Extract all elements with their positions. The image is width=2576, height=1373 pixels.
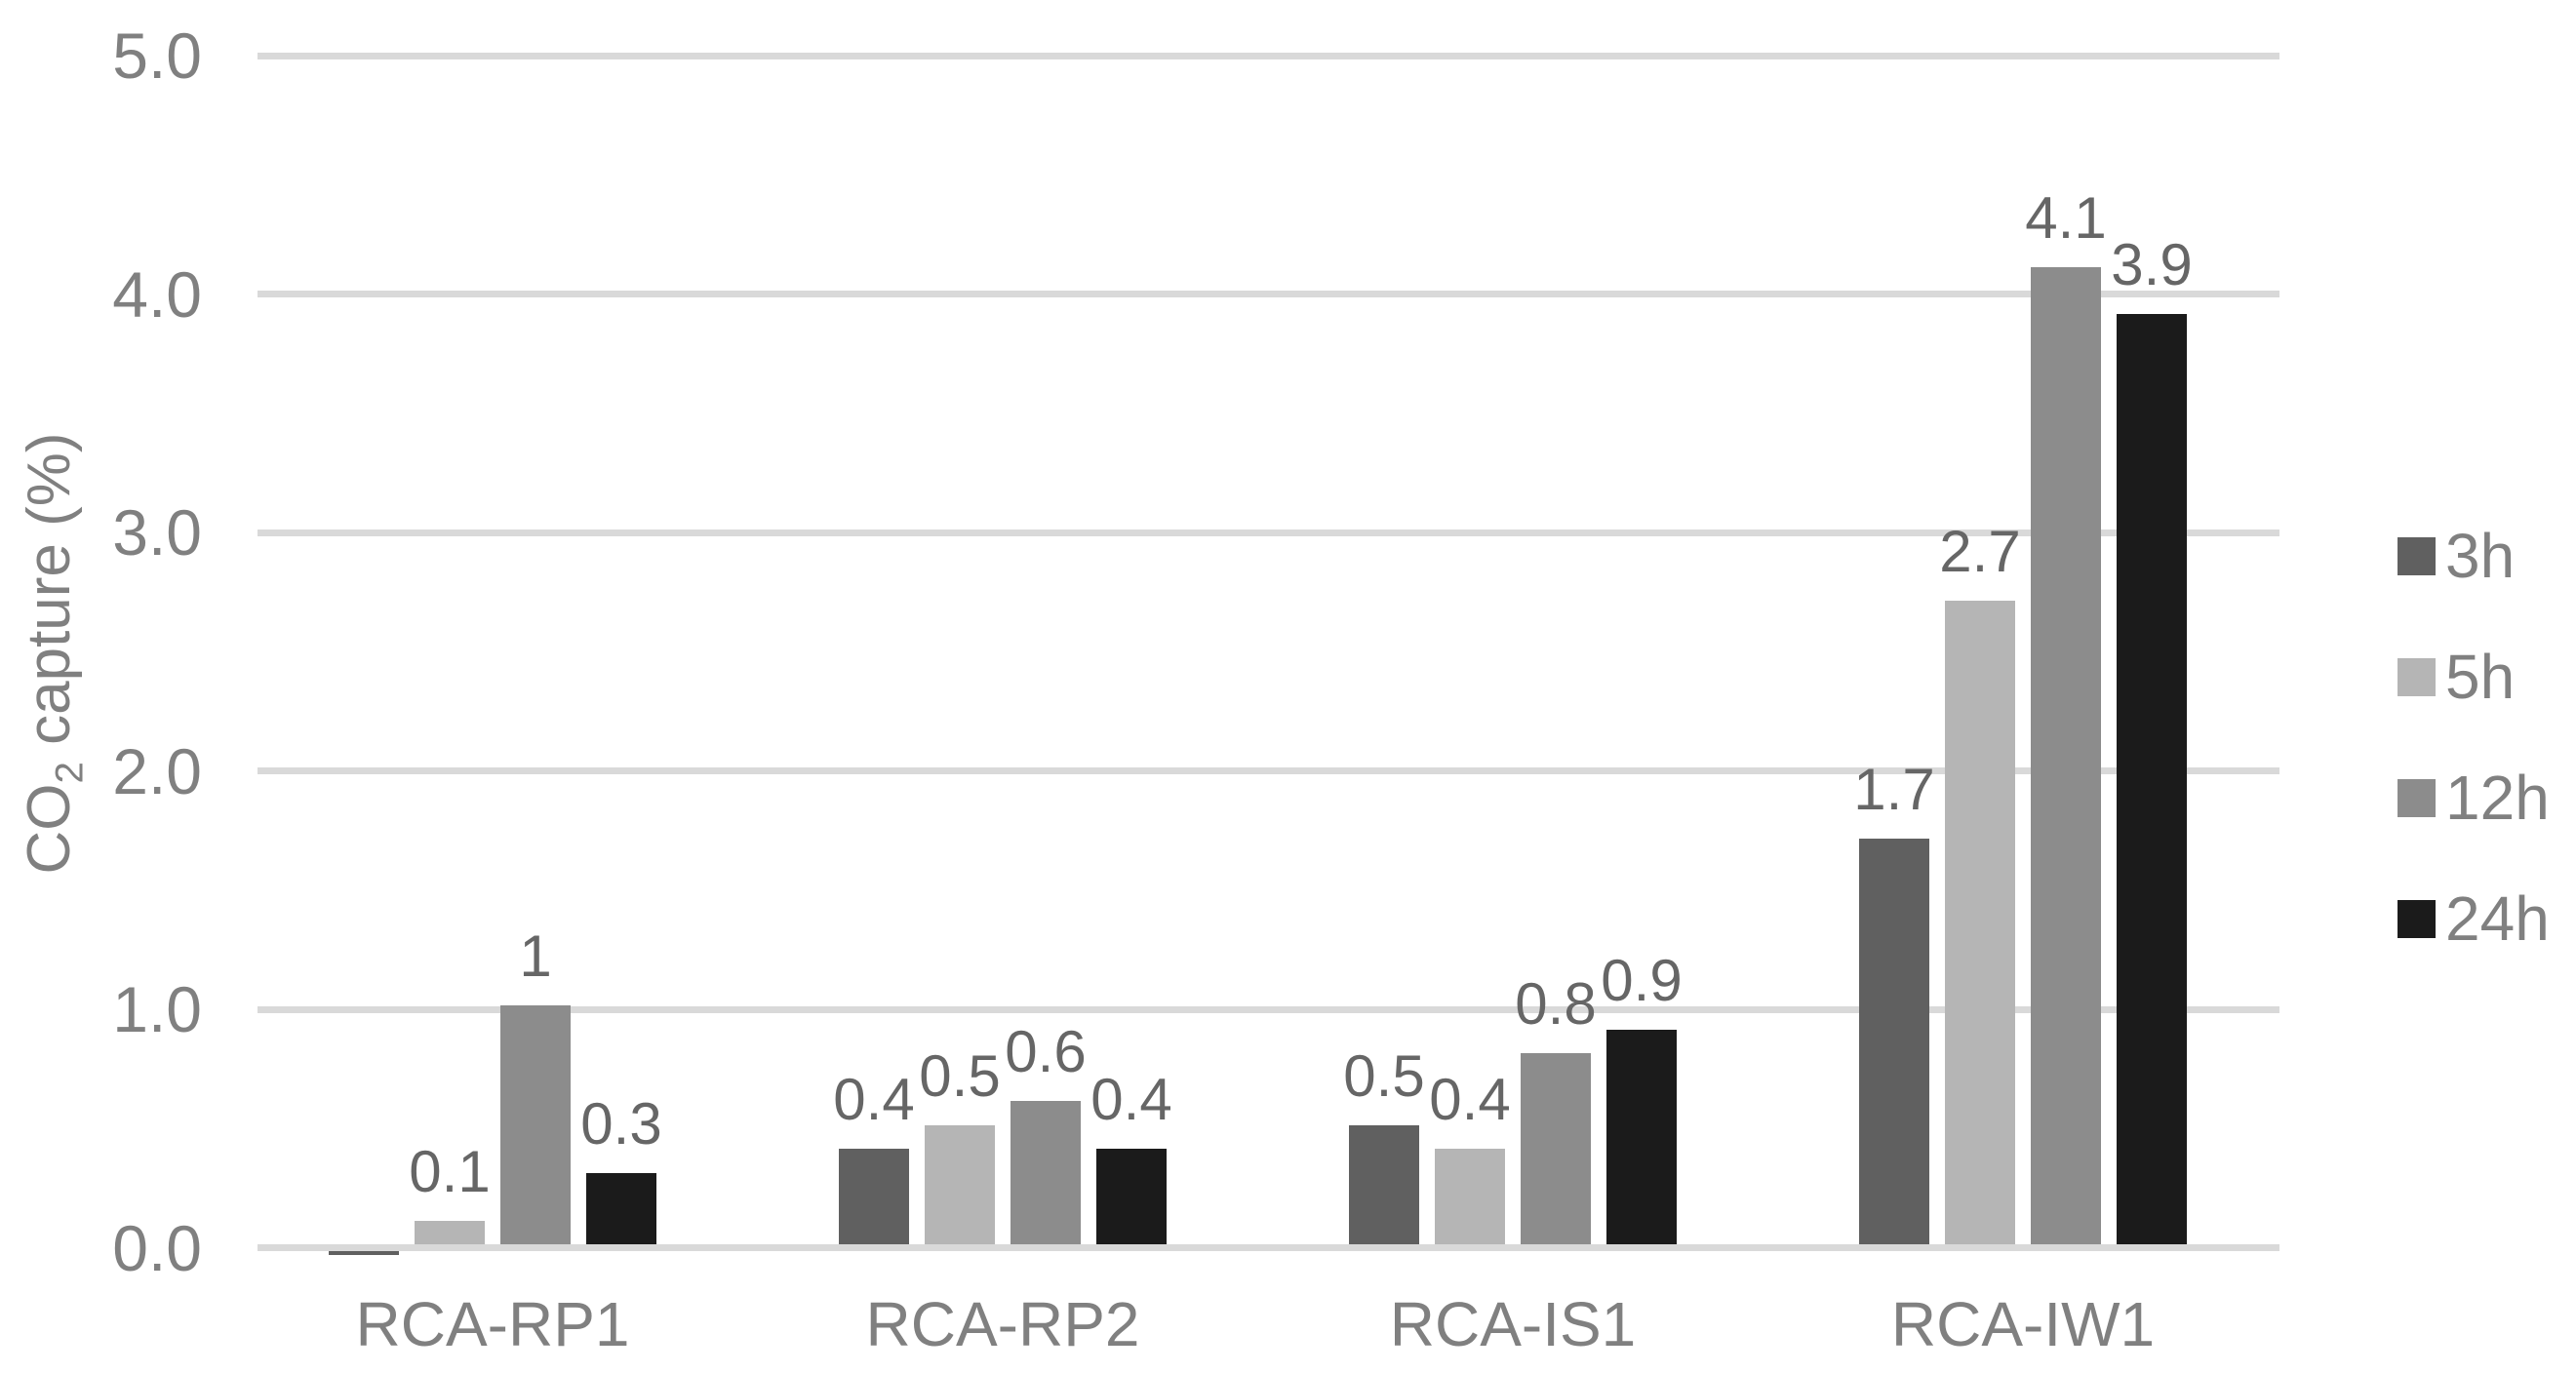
y-axis-title-suffix: capture (%) bbox=[16, 432, 84, 763]
bar-RCA-IW1-3h bbox=[1859, 839, 1929, 1244]
legend-label-24h: 24h bbox=[2445, 883, 2550, 954]
legend-label-12h: 12h bbox=[2445, 763, 2550, 833]
bar-label-RCA-RP2-3h: 0.4 bbox=[833, 1067, 915, 1132]
bar-label-RCA-IW1-24h: 3.9 bbox=[2111, 232, 2193, 297]
bar-RCA-RP1-24h bbox=[586, 1173, 656, 1244]
bar-label-RCA-RP2-24h: 0.4 bbox=[1090, 1067, 1172, 1132]
bar-RCA-IS1-5h bbox=[1435, 1149, 1505, 1244]
x-category-label-RCA-RP1: RCA-RP1 bbox=[355, 1289, 630, 1359]
bar-label-RCA-RP1-12h: 1 bbox=[519, 923, 552, 989]
bar-RCA-RP2-3h bbox=[839, 1149, 909, 1244]
legend-swatch-24h bbox=[2398, 899, 2436, 938]
bar-label-RCA-IW1-3h: 1.7 bbox=[1853, 757, 1935, 822]
y-tick-label-3.0: 3.0 bbox=[112, 496, 202, 569]
gridline-0.0 bbox=[258, 1244, 2279, 1251]
bar-RCA-RP2-24h bbox=[1096, 1149, 1167, 1244]
legend-item-5h: 5h bbox=[2398, 642, 2516, 712]
bar-label-RCA-RP2-5h: 0.5 bbox=[919, 1043, 1001, 1109]
y-tick-label-2.0: 2.0 bbox=[112, 734, 202, 807]
gridline-3.0 bbox=[258, 529, 2279, 536]
x-category-label-RCA-IS1: RCA-IS1 bbox=[1389, 1289, 1637, 1359]
bar-label-RCA-IW1-5h: 2.7 bbox=[1939, 519, 2021, 584]
y-tick-label-1.0: 1.0 bbox=[112, 973, 202, 1045]
bar-RCA-RP1-3h bbox=[329, 1251, 399, 1255]
bar-label-RCA-RP2-12h: 0.6 bbox=[1005, 1019, 1087, 1084]
x-category-label-RCA-RP2: RCA-RP2 bbox=[865, 1289, 1140, 1359]
bar-label-RCA-IS1-24h: 0.9 bbox=[1601, 948, 1683, 1013]
bar-RCA-RP2-12h bbox=[1011, 1101, 1081, 1244]
x-category-label-RCA-IW1: RCA-IW1 bbox=[1890, 1289, 2156, 1359]
y-tick-label-5.0: 5.0 bbox=[112, 20, 202, 92]
bar-label-RCA-IS1-12h: 0.8 bbox=[1515, 971, 1597, 1037]
legend-swatch-5h bbox=[2398, 657, 2436, 696]
legend-label-5h: 5h bbox=[2445, 642, 2516, 712]
y-tick-label-0.0: 0.0 bbox=[112, 1211, 202, 1284]
bar-RCA-IS1-12h bbox=[1521, 1053, 1591, 1244]
y-axis-title: CO2 capture (%) bbox=[16, 432, 91, 874]
bar-RCA-RP1-5h bbox=[415, 1221, 485, 1244]
gridline-4.0 bbox=[258, 291, 2279, 297]
bar-label-RCA-RP1-24h: 0.3 bbox=[580, 1091, 662, 1157]
legend-item-3h: 3h bbox=[2398, 521, 2516, 591]
legend-label-3h: 3h bbox=[2445, 521, 2516, 591]
legend-item-24h: 24h bbox=[2398, 883, 2550, 954]
legend-swatch-12h bbox=[2398, 778, 2436, 817]
gridline-1.0 bbox=[258, 1005, 2279, 1013]
gridline-5.0 bbox=[258, 52, 2279, 59]
bar-label-RCA-IW1-12h: 4.1 bbox=[2025, 185, 2107, 251]
bar-RCA-IW1-5h bbox=[1945, 601, 2015, 1244]
bar-RCA-IW1-24h bbox=[2117, 314, 2187, 1244]
bar-label-RCA-RP1-5h: 0.1 bbox=[409, 1139, 491, 1204]
legend-item-12h: 12h bbox=[2398, 763, 2550, 833]
bar-RCA-IW1-12h bbox=[2031, 267, 2101, 1244]
bar-RCA-IS1-3h bbox=[1349, 1125, 1419, 1244]
gridline-2.0 bbox=[258, 767, 2279, 774]
bar-label-RCA-IS1-5h: 0.4 bbox=[1429, 1067, 1511, 1132]
y-tick-label-4.0: 4.0 bbox=[112, 257, 202, 331]
legend-swatch-3h bbox=[2398, 536, 2436, 575]
bar-label-RCA-IS1-3h: 0.5 bbox=[1343, 1043, 1425, 1109]
bar-RCA-RP2-5h bbox=[925, 1125, 995, 1244]
bar-RCA-IS1-24h bbox=[1606, 1030, 1677, 1244]
bar-RCA-RP1-12h bbox=[500, 1005, 571, 1244]
